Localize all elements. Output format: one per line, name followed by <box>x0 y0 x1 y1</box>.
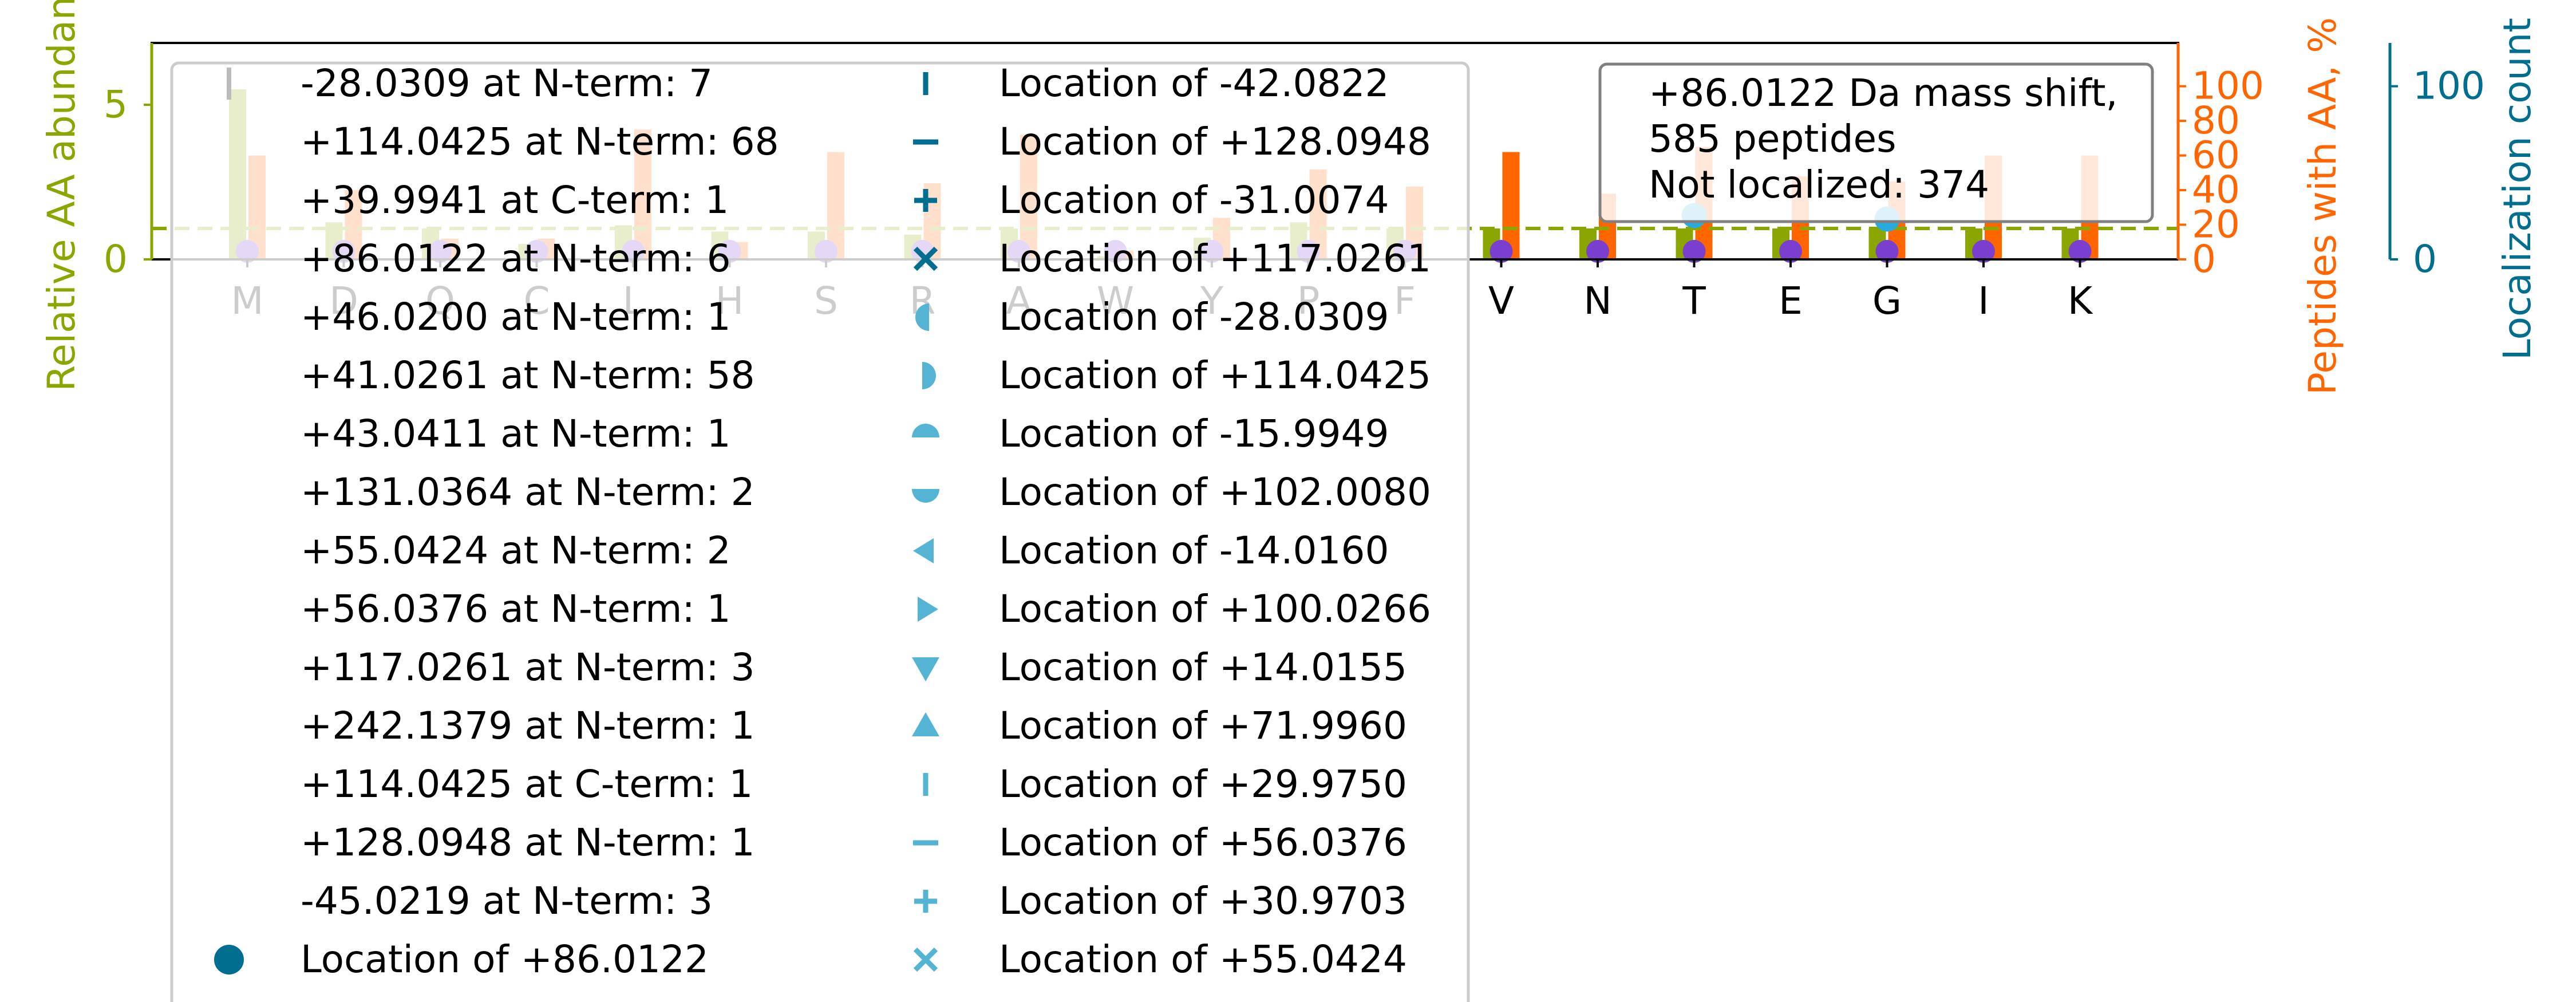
legend-label-c1-2: +39.9941 at C-term: 1 <box>301 178 729 222</box>
legend-label-c2-13: Location of +56.0376 <box>999 820 1407 865</box>
right-tick-label-100: 100 <box>2413 64 2485 108</box>
legend-marker-c2-9 <box>918 597 938 622</box>
legend-label-c1-10: +117.0261 at N-term: 3 <box>301 645 755 689</box>
x-tick-label-T: T <box>1682 279 1706 323</box>
right-axis-label: Localization count <box>2495 18 2539 360</box>
annotation-line-2: 585 peptides <box>1649 117 1896 161</box>
legend-label-c2-8: Location of -14.0160 <box>999 528 1389 573</box>
mid-tick-label-60: 60 <box>2192 133 2240 177</box>
mid-axis-label: Peptides with AA, % <box>2301 17 2345 395</box>
legend-label-c1-5: +41.0261 at N-term: 58 <box>301 353 755 397</box>
legend-label-c1-11: +242.1379 at N-term: 1 <box>301 704 755 748</box>
annotation-line-3: Not localized: 374 <box>1649 163 1989 207</box>
legend-label-c2-12: Location of +29.9750 <box>999 762 1407 806</box>
location-point-T <box>1682 240 1706 263</box>
x-tick-label-N: N <box>1583 279 1611 323</box>
legend-label-c2-11: Location of +71.9960 <box>999 704 1407 748</box>
legend-label-c1-14: -45.0219 at N-term: 3 <box>301 879 713 923</box>
legend-label-c1-1: +114.0425 at N-term: 68 <box>301 120 779 164</box>
legend-marker-c2-3 <box>913 246 938 271</box>
x-tick-label-E: E <box>1779 279 1803 323</box>
legend-label-c2-10: Location of +14.0155 <box>999 645 1407 689</box>
location-point-V <box>1490 240 1513 263</box>
location-point-G <box>1875 240 1899 263</box>
legend-label-c2-7: Location of +102.0080 <box>999 470 1431 514</box>
legend-marker-c1-15 <box>214 945 244 975</box>
legend-label-c1-8: +55.0424 at N-term: 2 <box>301 528 731 573</box>
location-point-I <box>1972 240 1995 263</box>
legend-marker-c2-7 <box>912 489 939 503</box>
legend-label-c1-6: +43.0411 at N-term: 1 <box>301 412 731 456</box>
legend-marker-c2-11 <box>912 712 939 736</box>
left-axis-label: Relative AA abundance <box>39 0 84 392</box>
right-axis: 0 100 Localization count <box>2388 18 2539 360</box>
location-point-K <box>2068 240 2092 263</box>
location-point-N <box>1586 240 1609 263</box>
legend-label-c1-3: +86.0122 at N-term: 6 <box>301 236 731 281</box>
legend-label-c2-2: Location of -31.0074 <box>999 178 1389 222</box>
legend-label-c1-0: -28.0309 at N-term: 7 <box>301 61 713 105</box>
x-tick-label-I: I <box>1978 279 1989 323</box>
x-tick-label-K: K <box>2068 279 2093 323</box>
mid-tick-label-80: 80 <box>2192 98 2240 143</box>
legend-entries: -28.0309 at N-term: 7 +114.0425 at N-term… <box>214 61 1431 981</box>
legend-label-c1-4: +46.0200 at N-term: 1 <box>301 295 731 339</box>
legend-marker-c2-14 <box>914 890 937 913</box>
left-tick-label-5: 5 <box>104 82 128 127</box>
legend-label-c2-5: Location of +114.0425 <box>999 353 1431 397</box>
legend-label-c1-15: Location of +86.0122 <box>301 937 709 981</box>
legend-label-c1-13: +128.0948 at N-term: 1 <box>301 820 755 865</box>
left-tick-label-0: 0 <box>104 237 128 281</box>
x-tick-label-G: G <box>1872 279 1902 323</box>
mid-tick-label-0: 0 <box>2192 237 2216 281</box>
legend: -28.0309 at N-term: 7 +114.0425 at N-term… <box>170 61 1470 1002</box>
legend-marker-c2-15 <box>913 947 938 972</box>
legend-marker-c2-10 <box>912 657 939 681</box>
legend-label-c1-7: +131.0364 at N-term: 2 <box>301 470 755 514</box>
legend-label-c2-4: Location of -28.0309 <box>999 295 1389 339</box>
legend-label-c2-15: Location of +55.0424 <box>999 937 1407 981</box>
mid-tick-label-20: 20 <box>2192 203 2240 247</box>
legend-marker-c2-4 <box>915 303 929 331</box>
annotation-box: +86.0122 Da mass shift, 585 peptides Not… <box>1598 62 2154 223</box>
legend-label-c2-6: Location of -15.9949 <box>999 412 1389 456</box>
legend-label-c1-9: +56.0376 at N-term: 1 <box>301 587 731 631</box>
left-axis: 0 5 Relative AA abundance <box>39 0 153 392</box>
legend-label-c2-3: Location of +117.0261 <box>999 236 1431 281</box>
legend-box <box>170 61 1470 1002</box>
x-tick-label-V: V <box>1488 279 1514 323</box>
legend-marker-c2-2 <box>914 189 937 212</box>
legend-label-c2-1: Location of +128.0948 <box>999 120 1431 164</box>
legend-marker-c2-8 <box>913 538 934 563</box>
right-tick-label-0: 0 <box>2413 237 2437 281</box>
mid-tick-label-40: 40 <box>2192 168 2240 212</box>
legend-label-c1-12: +114.0425 at C-term: 1 <box>301 762 753 806</box>
legend-marker-c2-5 <box>922 362 936 389</box>
location-point-E <box>1779 240 1802 263</box>
annotation-line-1: +86.0122 Da mass shift, <box>1649 71 2117 115</box>
legend-label-c2-0: Location of -42.0822 <box>999 61 1389 105</box>
legend-label-c2-9: Location of +100.0266 <box>999 587 1431 631</box>
mid-tick-label-100: 100 <box>2192 64 2264 108</box>
legend-label-c2-14: Location of +30.9703 <box>999 879 1407 923</box>
legend-marker-c2-6 <box>912 424 939 437</box>
